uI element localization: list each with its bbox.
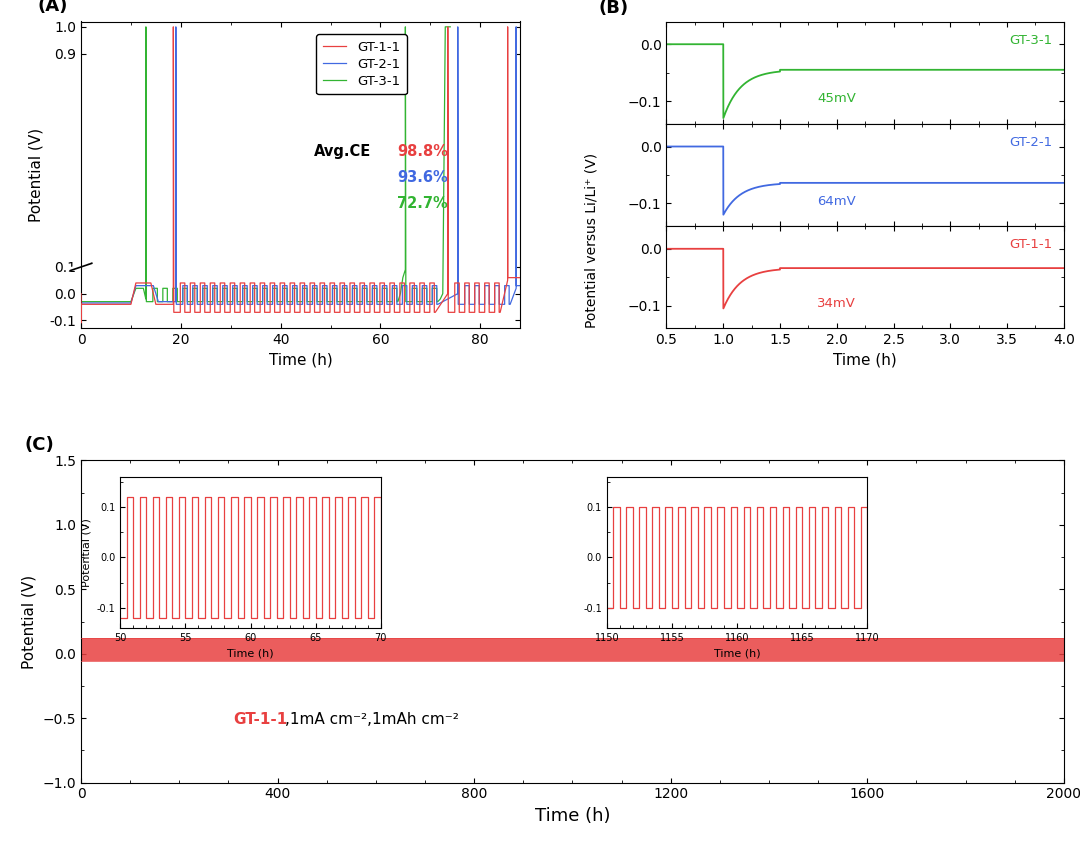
GT-1-1 (298, 307, 311, 317)
Text: 72.7%: 72.7% (397, 196, 448, 212)
Text: 45mV: 45mV (818, 92, 856, 106)
GT-3-1 (75, 318, 87, 329)
Text: Potential versus Li/Li⁺ (V): Potential versus Li/Li⁺ (V) (585, 153, 598, 329)
Text: GT-2-1: GT-2-1 (1009, 136, 1052, 149)
X-axis label: Time (h): Time (h) (269, 353, 333, 368)
GT-1-1 (199, 307, 212, 317)
Text: ,1mA cm⁻²,1mAh cm⁻²: ,1mA cm⁻²,1mAh cm⁻² (285, 712, 459, 727)
Text: GT-1-1: GT-1-1 (1009, 238, 1052, 251)
Text: 64mV: 64mV (818, 194, 856, 207)
GT-2-1 (201, 299, 214, 310)
GT-1-1 (75, 318, 87, 329)
GT-2-1 (260, 280, 273, 291)
GT-1-1 (328, 278, 341, 288)
Line: GT-1-1: GT-1-1 (81, 27, 521, 323)
Text: (A): (A) (37, 0, 67, 15)
Text: (B): (B) (599, 0, 629, 17)
Y-axis label: Potential (V): Potential (V) (29, 128, 43, 222)
X-axis label: Time (h): Time (h) (834, 353, 897, 368)
GT-3-1 (380, 283, 393, 293)
GT-3-1 (139, 22, 152, 32)
GT-2-1 (75, 321, 87, 331)
Line: GT-3-1: GT-3-1 (81, 27, 450, 323)
GT-3-1 (430, 297, 443, 307)
GT-2-1 (192, 299, 205, 310)
GT-3-1 (386, 297, 399, 307)
GT-2-1 (75, 298, 87, 308)
Legend: GT-1-1, GT-2-1, GT-3-1: GT-1-1, GT-2-1, GT-3-1 (316, 34, 406, 95)
GT-1-1 (75, 288, 87, 298)
Line: GT-2-1: GT-2-1 (81, 27, 521, 326)
GT-1-1 (75, 299, 87, 310)
GT-1-1 (514, 273, 527, 283)
Text: (C): (C) (25, 436, 55, 454)
GT-3-1 (75, 288, 87, 298)
Text: GT-3-1: GT-3-1 (1009, 34, 1052, 46)
GT-2-1 (300, 299, 313, 310)
GT-3-1 (251, 283, 264, 293)
Y-axis label: Potential (V): Potential (V) (22, 574, 37, 668)
GT-1-1 (166, 22, 179, 32)
GT-2-1 (170, 22, 183, 32)
GT-2-1 (514, 280, 527, 291)
Text: 93.6%: 93.6% (397, 170, 448, 185)
Text: 34mV: 34mV (818, 297, 856, 310)
GT-1-1 (258, 278, 271, 288)
GT-3-1 (206, 283, 219, 293)
X-axis label: Time (h): Time (h) (535, 807, 610, 825)
Text: Avg.CE: Avg.CE (313, 144, 372, 159)
GT-2-1 (75, 288, 87, 298)
Text: GT-1-1: GT-1-1 (233, 712, 287, 727)
GT-1-1 (189, 307, 202, 317)
GT-3-1 (399, 22, 411, 32)
Text: 98.8%: 98.8% (397, 144, 448, 159)
GT-2-1 (330, 280, 343, 291)
GT-3-1 (444, 22, 457, 32)
